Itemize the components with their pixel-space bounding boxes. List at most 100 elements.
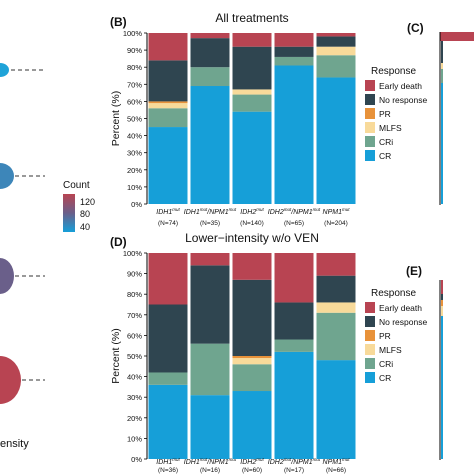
bar-segment-pr (232, 356, 272, 359)
y-tick-label: 90% (127, 270, 142, 279)
x-tick-n-label: (N=60) (242, 467, 262, 474)
x-tick-n-label: (N=36) (158, 467, 178, 474)
x-tick-n-label: (N=17) (284, 467, 304, 474)
bar-segment-no-response (190, 38, 230, 68)
bar-segment-no-response (148, 60, 188, 102)
bar-segment-cri (232, 94, 272, 112)
legend-label: CRi (379, 137, 393, 147)
bar-segment-cri (274, 56, 314, 66)
bar-segment-early-death (148, 33, 188, 61)
x-tick-n-label: (N=65) (284, 220, 304, 227)
bar-segment-no-response (232, 46, 272, 90)
y-tick-label: 70% (127, 80, 142, 89)
legend-label: No response (379, 95, 427, 105)
x-tick-label: IDH1mut/NPM1mut (184, 457, 237, 466)
left-panel-fragment: ensity Count 120 80 40 (0, 63, 95, 450)
legend-swatch (365, 94, 375, 105)
legend-swatch (365, 122, 375, 133)
bubble-1 (0, 63, 9, 77)
bar-segment-mlfs (148, 103, 188, 109)
bar-segment-mlfs (232, 89, 272, 95)
bar-segment-early-death (232, 253, 272, 280)
bar-segment-no-response (274, 302, 314, 340)
bar-segment-early-death (190, 33, 230, 39)
bubble-3 (0, 258, 14, 294)
bar-segment-cr (232, 111, 272, 204)
bar-segment-cri (316, 55, 356, 78)
bar-segment-early-death (232, 33, 272, 47)
y-tick-label: 30% (127, 149, 142, 158)
bar-segment-early-death (316, 253, 356, 276)
panel-e-fragment (439, 280, 443, 460)
chart-panel-b: All treatments Percent (%) 0% 10% 20% 30% 40% 5… (110, 11, 427, 227)
bar-segment-no-response (274, 46, 314, 57)
legend-label: Early death (379, 303, 422, 313)
bar-segment-cr (232, 391, 272, 459)
x-tick-label: IDH2mut (240, 457, 264, 466)
bubble-4 (0, 356, 21, 404)
legend-swatch (365, 330, 375, 341)
panel-e-sliver-5 (441, 316, 443, 459)
y-tick-label: 50% (127, 115, 142, 124)
panel-e-sliver-4 (441, 306, 443, 316)
bar-segment-cri (190, 67, 230, 87)
legend-label: CRi (379, 359, 393, 369)
chart-panel-d: Lower−intensity w/o VEN Percent (%) 0% 10% 2… (110, 231, 427, 474)
panel-c-sliver-3 (441, 69, 443, 83)
x-tick-n-label: (N=35) (200, 220, 220, 227)
legend-label: CR (379, 373, 391, 383)
bar-segment-cr (316, 360, 356, 459)
bar-segment-cri (148, 372, 188, 385)
panel-c-sliver-1 (441, 41, 443, 63)
legend-label: PR (379, 331, 391, 341)
y-tick-label: 50% (127, 352, 142, 361)
bar-segment-mlfs (316, 302, 356, 313)
bar-segment-no-response (316, 36, 356, 47)
y-tick-label: 40% (127, 373, 142, 382)
legend-swatch (365, 358, 375, 369)
legend-swatch (365, 108, 375, 119)
legend-label: Early death (379, 81, 422, 91)
bar-segment-cr (274, 351, 314, 459)
bar-segment-early-death (148, 253, 188, 305)
bar-segment-no-response (232, 279, 272, 356)
bar-segment-no-response (148, 304, 188, 373)
bar-segment-cr (190, 395, 230, 459)
bar-segment-early-death (274, 33, 314, 47)
panel-c-top-bar (440, 32, 474, 41)
legend-label: MLFS (379, 123, 402, 133)
panel-label-d: (D) (110, 235, 127, 249)
bar-segment-no-response (316, 275, 356, 303)
x-tick-n-label: (N=204) (324, 220, 348, 227)
x-tick-label: IDH1mut (156, 457, 180, 466)
legend-label: CR (379, 151, 391, 161)
y-tick-label: 90% (127, 46, 142, 55)
x-tick-label: NPM1mut (323, 207, 351, 216)
panel-e-sliver-3 (441, 300, 443, 306)
bar-segment-pr (148, 101, 188, 104)
bar-segment-mlfs (232, 358, 272, 365)
panel-label-b: (B) (110, 15, 127, 29)
x-tick-label: IDH1mut (156, 207, 180, 216)
legend-swatch (365, 302, 375, 313)
legend-title: Response (371, 66, 416, 77)
colorbar-tick-80: 80 (80, 209, 90, 219)
y-tick-label: 0% (131, 200, 142, 209)
x-tick-label: IDH2mut (240, 207, 264, 216)
panel-c-sliver-4 (441, 83, 443, 204)
legend-swatch (365, 372, 375, 383)
bar-segment-cr (148, 127, 188, 204)
bar-segment-cr (190, 86, 230, 204)
bar-segment-cr (274, 65, 314, 205)
chart-title: Lower−intensity w/o VEN (185, 231, 319, 245)
x-tick-n-label: (N=16) (200, 467, 220, 474)
panel-e-sliver-2 (441, 294, 443, 300)
bar-segment-cri (274, 339, 314, 352)
y-tick-label: 80% (127, 63, 142, 72)
y-axis-label: Percent (%) (110, 91, 122, 146)
y-tick-label: 20% (127, 414, 142, 423)
y-tick-label: 60% (127, 97, 142, 106)
x-tick-label: IDH2mut/NPM1mut (268, 207, 321, 216)
legend-swatch (365, 80, 375, 91)
legend-swatch (365, 344, 375, 355)
